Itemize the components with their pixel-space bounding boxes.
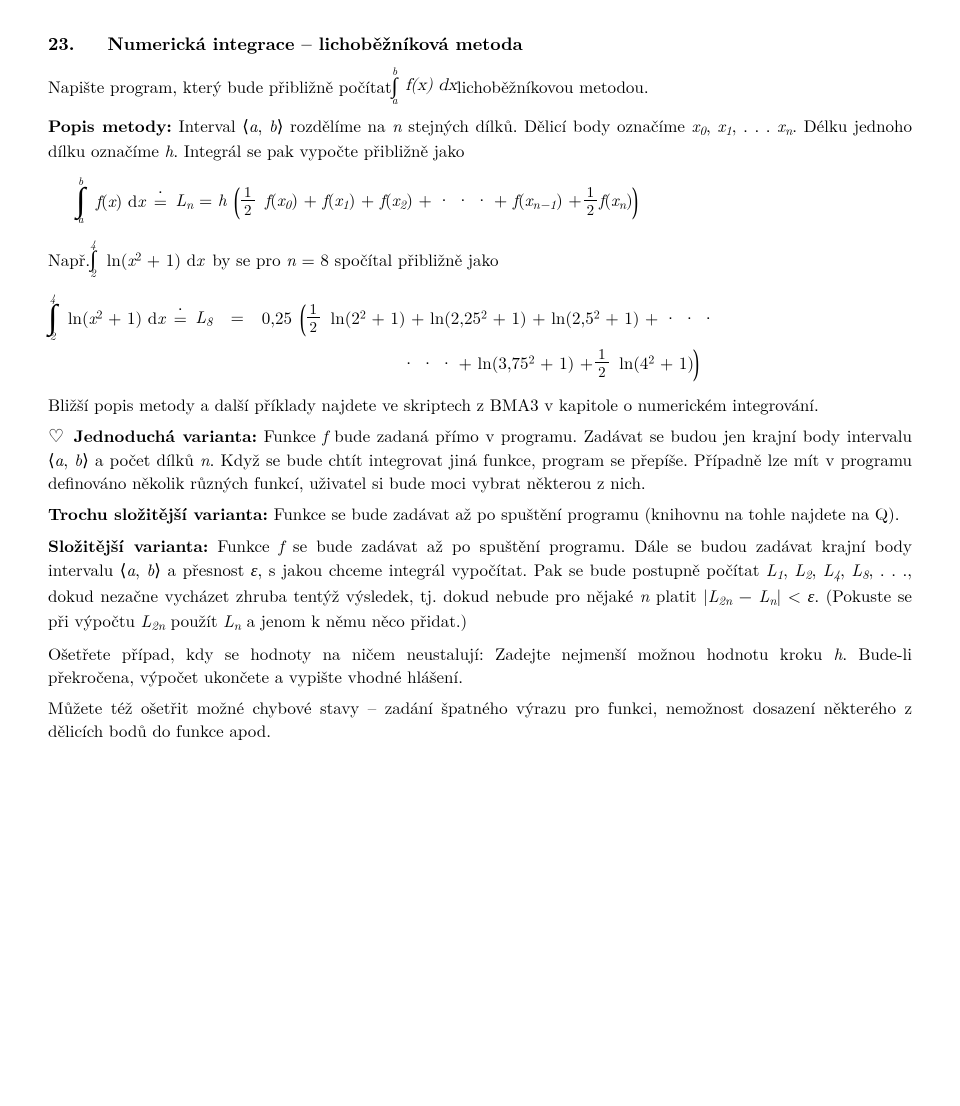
p2-body: Interval ⟨a, b⟩ rozdělíme na n stejných … [48,113,912,162]
equation-trapezoid: b ∫ a f(x) dx = Ln = h ( 1 2 f(x0) + f(x… [76,176,912,225]
paragraph-method: Popis metody: Interval ⟨a, b⟩ rozdělíme … [48,114,912,162]
p2-label: Popis metody: [48,114,172,138]
paragraph-edgecase: Ošetřete případ, kdy se hodnoty na ničem… [48,642,912,688]
eq1-half2: 1 2 [584,184,598,217]
eq2-coeff: 0,25 [262,306,292,329]
paragraph-simple-variant: ♡ Jednoduchá varianta: Funkce f bude zad… [48,424,912,494]
equation-example: 4 ∫ 2 ln(x2 + 1) dx = L8= 0,25 ( 1 2 ln(… [48,293,912,379]
eq2-half1: 1 2 [307,301,321,334]
eq2-half2: 1 2 [595,346,609,379]
p3-a: Např. [48,248,90,271]
inline-integral-1: b ∫ a [392,66,398,106]
paragraph-errors: Můžete též ošetřit možné chybové stavy –… [48,696,912,742]
eq2-integral: 4 ∫ 2 [48,293,57,342]
paragraph-example: Např. 4 ∫ 2 ln(x2 + 1) dx by se pro n = … [48,239,912,279]
doteq-2: = [174,306,187,329]
inline-integral-2: 4 ∫ 2 [90,239,96,279]
heart-icon: ♡ [48,423,65,448]
eq1-integral: b ∫ a [76,176,85,225]
paragraph-mid-variant: Trochu složitější varianta: Funkce se bu… [48,502,912,526]
doteq-1: = [154,189,167,212]
p7-label: Složitější varianta: [48,534,208,558]
section-number: 23. [48,31,74,56]
p5-label: Jednoduchá varianta: [74,424,257,448]
section-heading: 23. Numerická integrace – lichoběžníková… [48,32,912,56]
paragraph-intro: Napište program, který bude přibližně po… [48,66,912,106]
p3-b: by se pro n = 8 spočítal přibližně jako [204,248,499,271]
p6-label: Trochu složitější varianta: [48,502,268,526]
p6-body: Funkce se bude zadávat až po spuštění pr… [274,501,900,525]
p1-b: lichoběžníkovou metodou. [457,75,649,98]
int1-body: f(x) dx [400,75,457,98]
paragraph-hard-variant: Složitější varianta: Funkce f se bude za… [48,534,912,634]
p1-a: Napište program, který bude přibližně po… [48,75,392,98]
eq1-half1: 1 2 [241,184,255,217]
section-title: Numerická integrace – lichoběžníková met… [107,31,522,56]
paragraph-reference: Bližší popis metody a další příklady naj… [48,393,912,416]
